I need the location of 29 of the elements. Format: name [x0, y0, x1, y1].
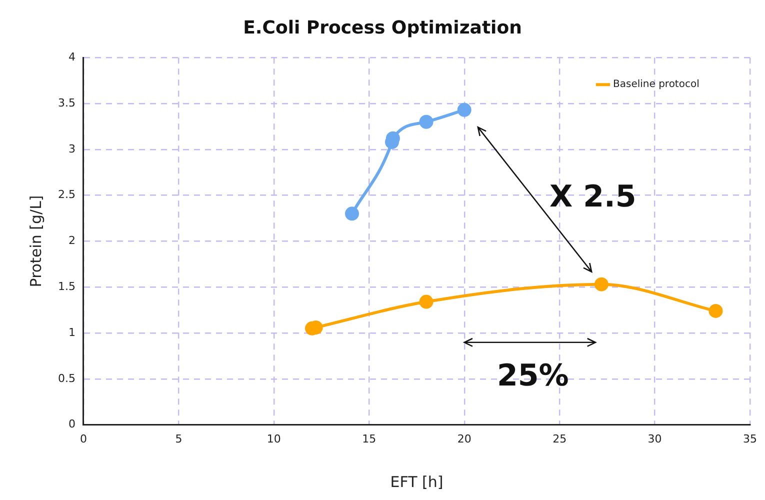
y-axis-title: Protein [g/L]	[26, 195, 45, 288]
point	[419, 294, 434, 309]
y-tick-label: 3	[68, 142, 76, 156]
y-tick-label: 0.5	[58, 372, 76, 385]
x-tick-label: 25	[552, 432, 567, 446]
y-tick-label: 4	[68, 50, 76, 64]
y-tick-label: 1	[68, 326, 76, 339]
y-tick-label: 2	[68, 234, 76, 248]
x-tick-label: 10	[266, 432, 281, 446]
legend-label: Baseline protocol	[613, 79, 700, 90]
chart-title: E.Coli Process Optimization	[243, 17, 522, 38]
point	[345, 206, 359, 221]
point	[419, 114, 434, 129]
x-tick-label: 30	[648, 432, 662, 446]
point	[457, 102, 472, 117]
point	[594, 277, 608, 292]
x-tick-label: 20	[457, 432, 472, 446]
x-tick-label: 0	[80, 432, 87, 446]
y-tick-label: 2.5	[58, 188, 76, 202]
x-tick-label: 15	[362, 432, 376, 446]
y-tick-label: 1.5	[58, 280, 76, 293]
annotation: 25%	[497, 358, 569, 394]
x-axis-title: EFT [h]	[390, 472, 444, 491]
y-tick-label: 3.5	[58, 96, 76, 110]
x-tick-label: 5	[175, 432, 182, 446]
y-tick-label: 0	[68, 418, 76, 431]
x-tick-label: 35	[743, 432, 757, 446]
point	[708, 304, 723, 318]
annotation: X 2.5	[550, 180, 636, 215]
